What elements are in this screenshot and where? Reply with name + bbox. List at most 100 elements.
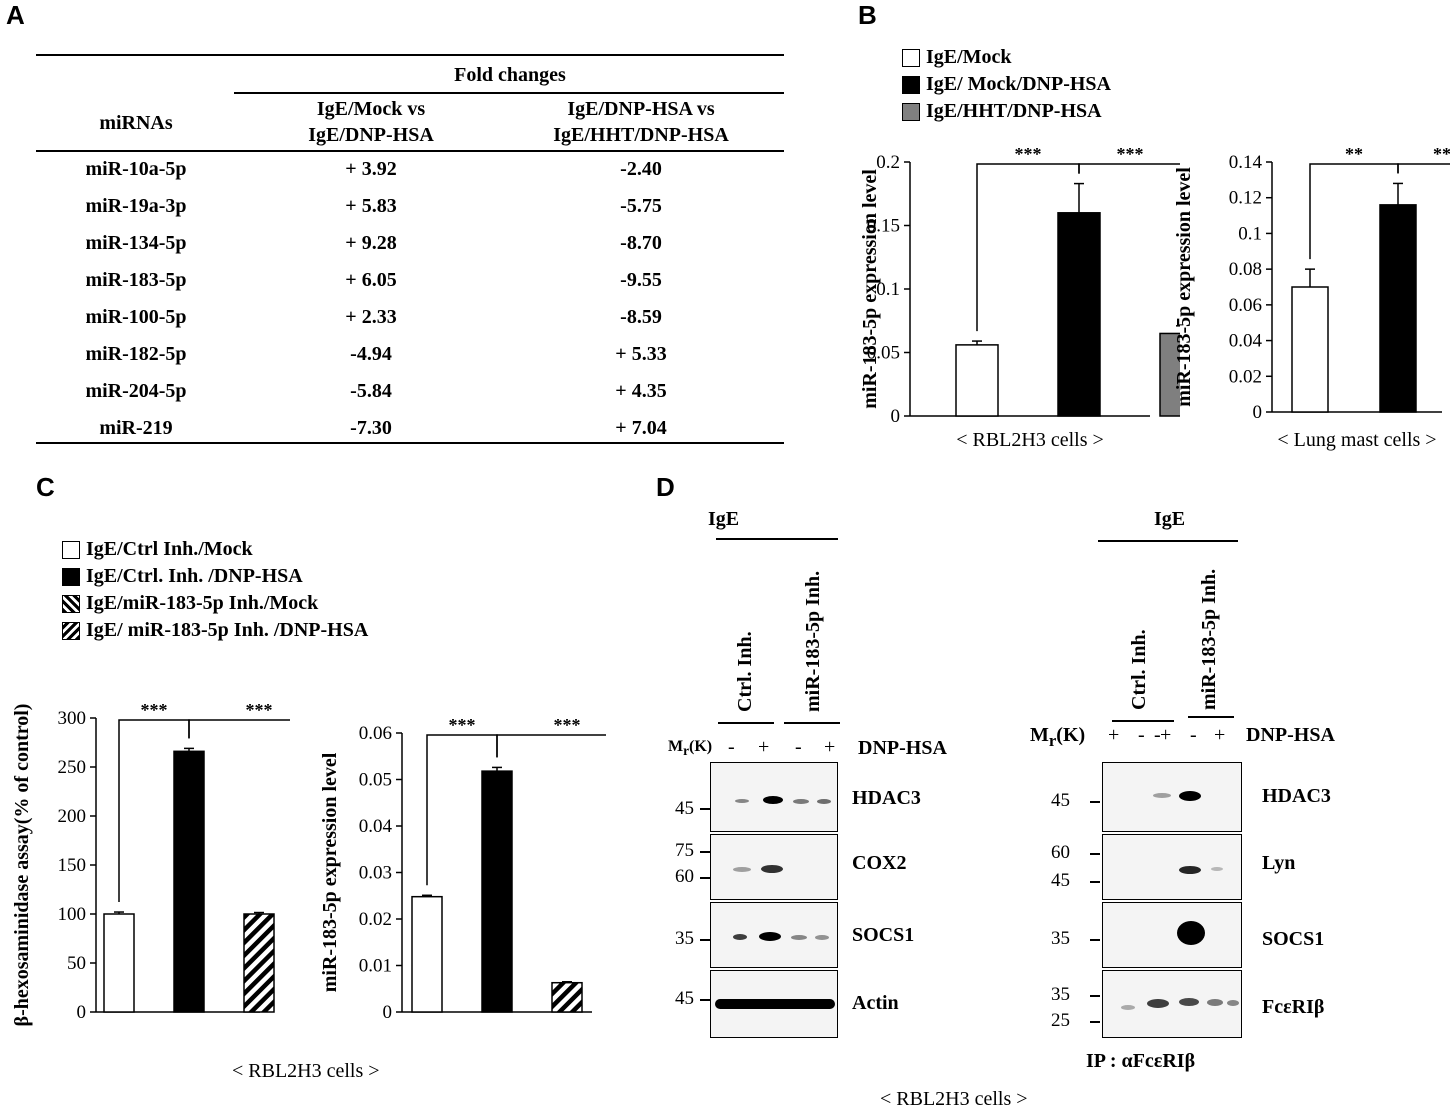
mw-tick: [1090, 939, 1100, 941]
mirna-name-cell: miR-134-5p: [85, 232, 187, 254]
mw-marker: 45: [1051, 870, 1070, 891]
significance-label: **: [1345, 144, 1363, 164]
band: [1121, 1005, 1135, 1010]
fold-changes-rule: [234, 92, 784, 94]
fold-change-cell: -8.59: [620, 306, 662, 328]
blot-left-actin: [710, 970, 838, 1038]
mirna-name-cell: miR-182-5p: [85, 343, 187, 365]
blot-right-target: HDAC3: [1262, 785, 1331, 807]
mw-tick: [700, 877, 710, 879]
legend-b-label: IgE/HHT/DNP-HSA: [926, 100, 1102, 122]
y-tick-label: 0: [383, 1002, 393, 1023]
significance-bracket: [496, 734, 606, 758]
band: [817, 799, 831, 804]
band: [733, 867, 751, 872]
band: [1207, 999, 1223, 1006]
y-tick-label: 0.12: [1229, 188, 1262, 209]
band: [735, 799, 749, 803]
bar: [551, 981, 583, 1013]
mw-tick: [1090, 881, 1100, 883]
legend-swatch-black: [62, 567, 80, 586]
blot-left-target: Actin: [852, 992, 899, 1014]
mr-subscript: r: [1048, 731, 1057, 750]
y-tick-label: 0.14: [1229, 152, 1263, 173]
panel-c-caption: < RBL2H3 cells >: [232, 1060, 380, 1082]
band: [1153, 793, 1171, 798]
band: [815, 935, 829, 940]
band: [715, 999, 835, 1009]
legend-b-item: IgE/Mock: [902, 44, 1111, 71]
blot-right-sign: -: [1190, 724, 1197, 746]
table-top-rule: [36, 54, 784, 56]
mirna-name-cell: miR-100-5p: [85, 306, 187, 328]
mw-marker: 35: [1051, 984, 1070, 1005]
blot-right-dnp-label: DNP-HSA: [1246, 724, 1335, 746]
y-tick-label: 0.02: [359, 909, 392, 930]
legend-swatch-gray: [902, 102, 920, 121]
blot-left-sign: -: [728, 736, 735, 758]
chart-b-lung-mast: 0 0.02 0.04 0.06 0.08 0.1 0.12 0.14 miR-183-5p e…: [1173, 144, 1450, 451]
y-axis-label: miR-183-5p expression level: [1173, 167, 1195, 407]
y-tick-label: 0.08: [1229, 259, 1262, 280]
fold-change-cell: + 7.04: [615, 417, 667, 439]
band: [793, 799, 809, 804]
y-tick-label: 0.05: [867, 343, 900, 364]
blot-left-hdac3: [710, 762, 838, 832]
blot-right-lane2-rule: [1188, 716, 1234, 718]
legend-c-label: IgE/Ctrl Inh./Mock: [86, 538, 253, 560]
fold-changes-header: Fold changes: [454, 64, 566, 86]
significance-bracket: [1078, 163, 1180, 174]
mw-marker: 60: [1051, 842, 1070, 863]
y-tick-label: 0.1: [1238, 223, 1262, 244]
fold-change-cell: + 9.28: [345, 232, 397, 254]
blot-right-target: FcεRIβ: [1262, 996, 1325, 1018]
y-axis-label: miR-183-5p expression level: [319, 752, 341, 992]
fold-change-cell: + 5.33: [615, 343, 667, 365]
blot-left-lane2-label: miR-183-5p Inh.: [802, 570, 824, 712]
col2-header-line1: IgE/DNP-HSA vs: [567, 98, 715, 120]
y-tick-label: 100: [58, 904, 87, 925]
legend-b-label: IgE/Mock: [926, 46, 1012, 68]
chart-c-hexosaminidase: 0 50 100 150 200 250 300 β-hexosaminidase assay…: [11, 700, 290, 1027]
mirna-name-cell: miR-219: [99, 417, 173, 439]
band: [1211, 867, 1223, 871]
blot-right-fceri-beta: [1102, 970, 1242, 1038]
bar: [103, 913, 135, 1013]
y-tick-label: 0.15: [867, 216, 900, 237]
col1-header-line1: IgE/Mock vs: [316, 98, 426, 120]
blot-right-sign: -: [1154, 724, 1161, 746]
mr-unit: (K): [689, 738, 713, 755]
blot-right-sign: -: [1138, 724, 1145, 746]
y-tick-label: 0.04: [1229, 331, 1263, 352]
legend-c-item: IgE/miR-183-5p Inh./Mock: [62, 590, 368, 617]
fold-change-cell: -4.94: [350, 343, 392, 365]
mirna-name-cell: miR-183-5p: [85, 269, 187, 291]
blot-right-hdac3: [1102, 762, 1242, 832]
y-axis-label: β-hexosaminidase assay(% of control): [11, 704, 33, 1027]
mw-marker: 25: [1051, 1010, 1070, 1031]
y-tick-label: 0: [1253, 402, 1263, 423]
legend-c-item: IgE/Ctrl. Inh. /DNP-HSA: [62, 563, 368, 590]
legend-swatch-white: [902, 48, 920, 67]
blot-right-lane1-rule: [1112, 720, 1174, 722]
blot-left-cox2: [710, 834, 838, 900]
y-tick-label: 0.03: [359, 863, 392, 884]
fold-change-cell: -9.55: [620, 269, 662, 291]
mw-marker: 45: [1051, 790, 1070, 811]
x-axis-label: < RBL2H3 cells >: [956, 429, 1104, 451]
legend-b-item: IgE/ Mock/DNP-HSA: [902, 71, 1111, 98]
blot-right-target: Lyn: [1262, 852, 1296, 874]
blot-left-lane1-label: Ctrl. Inh.: [734, 631, 756, 712]
blot-left-dnp-label: DNP-HSA: [858, 737, 947, 759]
mw-tick: [700, 808, 710, 810]
mr-letter: M: [668, 738, 684, 755]
panel-letter-b: B: [858, 0, 877, 30]
significance-label: ***: [1117, 144, 1144, 164]
fold-change-cell: -2.40: [620, 158, 662, 180]
significance-label: ***: [554, 715, 581, 735]
blot-left-mr-label: Mr(K): [668, 738, 712, 759]
fold-change-cell: + 4.35: [615, 380, 667, 402]
y-tick-label: 0.01: [359, 956, 392, 977]
mw-tick: [700, 999, 710, 1001]
